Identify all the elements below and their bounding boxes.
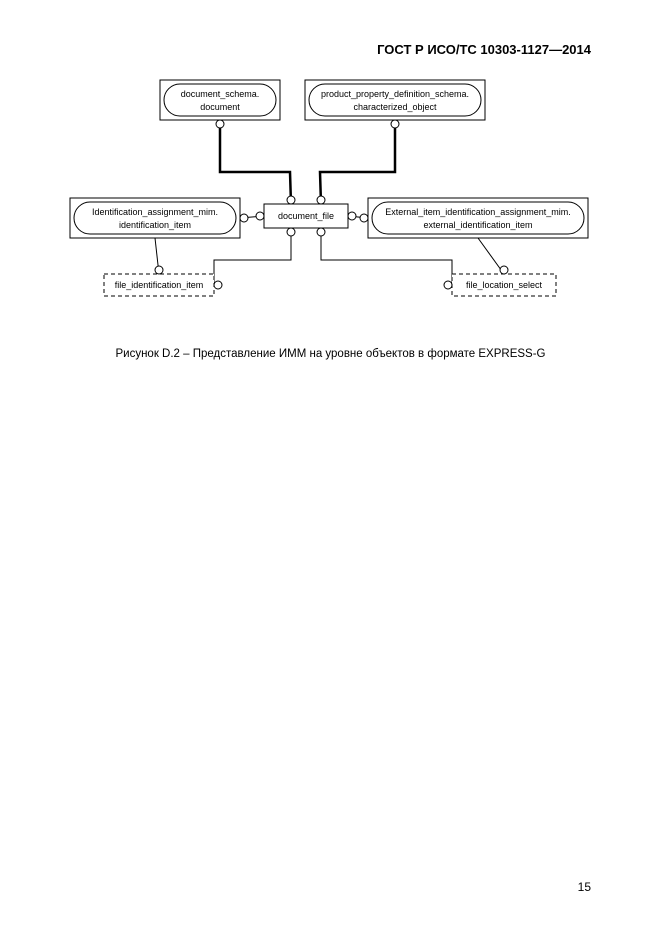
figure-caption: Рисунок D.2 – Представление ИММ на уровн… [0,348,661,360]
svg-text:Identification_assignment_mim.: Identification_assignment_mim. [92,207,218,217]
express-g-diagram: document_schema. document product_property… [0,0,661,320]
svg-text:External_item_identification_a: External_item_identification_assignment_… [385,207,571,217]
svg-text:document: document [200,102,240,112]
svg-text:file_location_select: file_location_select [466,280,543,290]
svg-text:document_file: document_file [278,211,334,221]
svg-text:external_identification_item: external_identification_item [423,220,532,230]
svg-text:identification_item: identification_item [119,220,191,230]
svg-text:product_property_definition_sc: product_property_definition_schema. [321,89,469,99]
svg-text:document_schema.: document_schema. [181,89,260,99]
svg-text:characterized_object: characterized_object [353,102,437,112]
svg-text:file_identification_item: file_identification_item [115,280,204,290]
page-number: 15 [578,880,591,894]
page-container: ГОСТ Р ИСО/ТС 10303-1127—2014 document_s… [0,0,661,936]
